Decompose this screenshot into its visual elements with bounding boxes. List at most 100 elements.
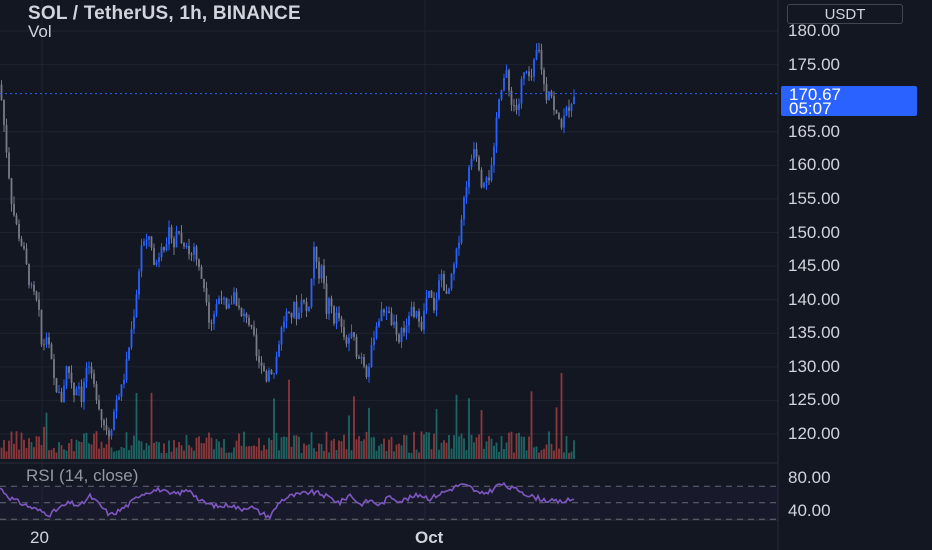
candle-body <box>460 219 463 243</box>
volume-bar <box>348 415 350 459</box>
volume-bars <box>0 372 575 459</box>
volume-bar <box>510 431 513 459</box>
candle-body <box>18 223 20 239</box>
candle-body <box>353 332 355 337</box>
volume-bar <box>353 396 355 459</box>
candle-body <box>68 366 70 373</box>
candle-body <box>113 411 115 431</box>
candlestick-series <box>0 42 575 440</box>
candle-body <box>410 306 413 316</box>
volume-bar <box>175 447 178 459</box>
volume-bar <box>303 443 305 459</box>
candle-body <box>555 110 558 114</box>
candle-body <box>43 344 45 346</box>
candle-body <box>298 312 300 319</box>
candle-body <box>3 99 5 125</box>
volume-bar <box>150 392 153 459</box>
candle-body <box>313 246 315 279</box>
candle-body <box>163 247 165 251</box>
candle-body <box>475 149 478 158</box>
volume-bar <box>453 435 455 459</box>
candle-body <box>450 273 453 289</box>
volume-bar <box>423 434 425 459</box>
candle-body <box>148 236 150 240</box>
volume-bar <box>335 450 338 459</box>
candle-body <box>360 357 363 359</box>
candle-body <box>453 264 455 274</box>
volume-bar <box>573 440 575 459</box>
volume-bar <box>338 440 340 459</box>
candle-body <box>498 99 500 118</box>
volume-bar <box>533 447 535 459</box>
volume-bar <box>8 440 10 459</box>
candle-body <box>100 409 103 421</box>
volume-bar <box>470 434 473 459</box>
candle-body <box>123 379 125 385</box>
candle-body <box>195 246 198 260</box>
candle-body <box>325 283 328 314</box>
candle-body <box>458 242 460 249</box>
candle-body <box>565 107 568 116</box>
volume-bar <box>430 449 433 459</box>
volume-bar <box>503 449 505 459</box>
volume-bar <box>65 450 68 459</box>
volume-bar <box>60 445 63 459</box>
volume-bar <box>115 450 118 459</box>
candle-body <box>35 291 38 300</box>
volume-bar <box>50 449 53 459</box>
candle-body <box>285 311 288 322</box>
candle-body <box>553 96 555 111</box>
candle-body <box>158 257 160 263</box>
candle-body <box>463 197 465 220</box>
rsi-pane <box>0 481 778 520</box>
volume-bar <box>398 443 400 459</box>
volume-bar <box>388 439 390 459</box>
candle-body <box>388 311 390 313</box>
rsi-indicator-label[interactable]: RSI (14, close) <box>26 466 139 485</box>
volume-bar <box>383 438 385 459</box>
volume-bar <box>265 449 268 459</box>
candle-body <box>248 317 250 325</box>
candle-body <box>390 312 393 325</box>
candle-body <box>568 107 570 111</box>
volume-bar <box>413 431 415 459</box>
candle-body <box>333 306 335 324</box>
volume-bar <box>440 442 443 459</box>
volume-bar <box>438 449 440 459</box>
volume-bar <box>403 434 405 459</box>
volume-bar <box>88 443 90 459</box>
volume-bar <box>308 444 310 459</box>
volume-indicator-label[interactable]: Vol <box>28 22 52 41</box>
candle-body <box>213 314 215 324</box>
volume-bar <box>448 434 450 459</box>
volume-bar <box>133 435 135 459</box>
last-price-value: 170.67 <box>789 85 841 104</box>
candle-body <box>340 318 343 328</box>
candle-body <box>245 313 248 318</box>
candle-body <box>105 425 108 431</box>
volume-bar <box>280 437 283 459</box>
candle-body <box>318 261 320 279</box>
volume-bar <box>243 431 245 459</box>
candle-body <box>270 370 273 374</box>
chart-grid <box>0 0 779 550</box>
candle-body <box>120 384 123 397</box>
candle-body <box>503 78 505 91</box>
currency-button[interactable]: USDT <box>787 4 903 24</box>
candle-body <box>10 178 13 205</box>
volume-bar <box>225 452 228 459</box>
volume-bar <box>140 441 143 459</box>
volume-bar <box>200 443 203 459</box>
volume-bar <box>375 450 378 459</box>
volume-bar <box>118 450 120 459</box>
volume-bar <box>135 393 138 459</box>
candle-body <box>465 187 468 198</box>
volume-bar <box>230 452 233 459</box>
symbol-title[interactable]: SOL / TetherUS, 1h, BINANCE <box>28 3 301 24</box>
volume-bar <box>410 452 413 459</box>
candle-body <box>23 245 25 249</box>
volume-bar <box>350 450 353 459</box>
volume-bar <box>563 452 565 459</box>
candle-body <box>348 337 350 344</box>
